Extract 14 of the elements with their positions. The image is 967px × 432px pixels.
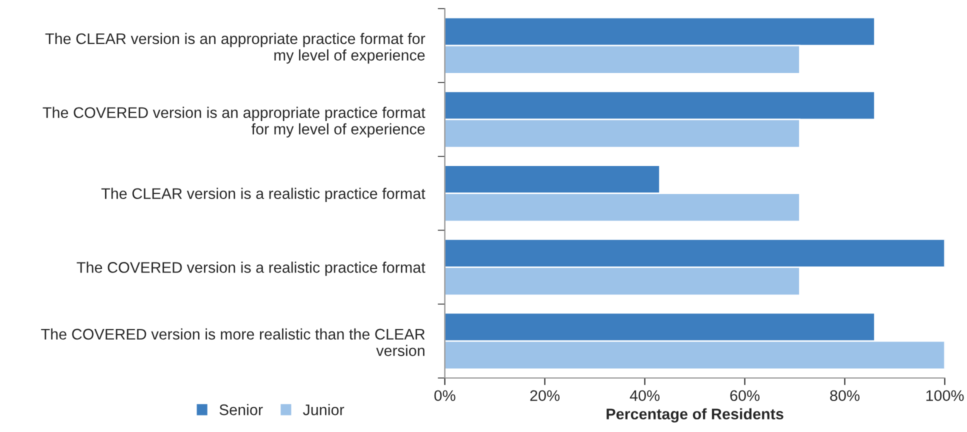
legend-label: Senior	[220, 404, 263, 416]
x-tick-label: 0%	[434, 390, 456, 402]
x-tick-label: 60%	[730, 390, 760, 402]
y-tick-label: The CLEAR version is a realistic practice format	[101, 188, 426, 202]
y-tick-label: The CLEAR version is an appropriate practice format for my level of experience	[45, 32, 426, 64]
x-axis-title: Percentage of Residents	[606, 408, 784, 423]
y-tick-label: The COVERED version is an appropriate practice format for my level of experience	[42, 106, 426, 138]
x-tick-label: 80%	[830, 390, 860, 402]
legend-label: Junior	[302, 404, 344, 416]
x-tick-label: 20%	[530, 390, 560, 402]
x-tick-label: 100%	[926, 390, 964, 402]
x-tick-label: 40%	[630, 390, 660, 402]
y-tick-label: The COVERED version is more realistic than the CLEAR version	[41, 328, 425, 356]
y-tick-label: The COVERED version is a realistic practice format	[76, 262, 426, 276]
